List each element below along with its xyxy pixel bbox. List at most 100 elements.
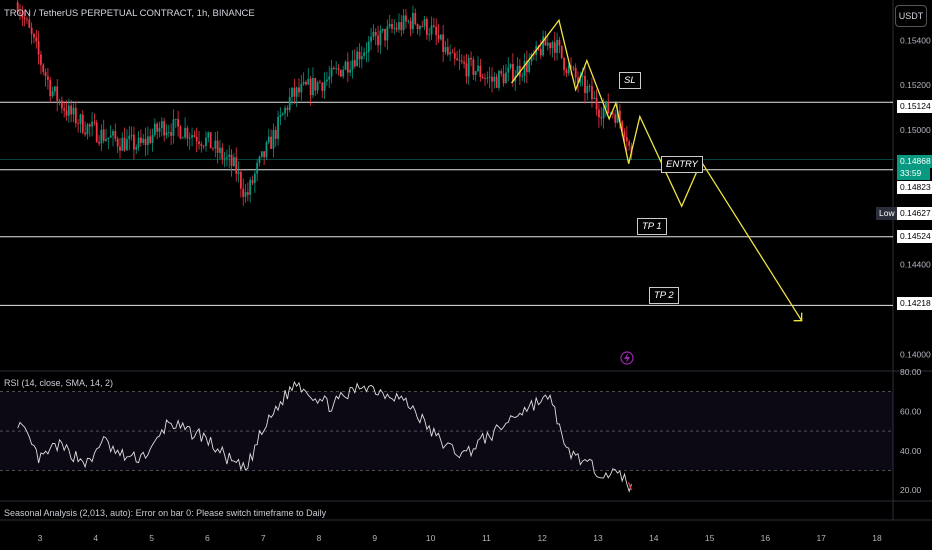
candle-body	[42, 64, 45, 72]
candle-body	[367, 41, 370, 53]
candle-body	[618, 110, 621, 122]
candle-body	[221, 147, 224, 160]
candle-body	[549, 42, 552, 49]
candle-body	[523, 60, 526, 76]
candle-body	[395, 27, 398, 30]
tp2-annotation[interactable]: TP 2	[649, 287, 679, 304]
candle-body	[377, 35, 379, 46]
candle-body	[486, 77, 489, 79]
candle-body	[191, 135, 193, 138]
candle-body	[467, 57, 470, 77]
candle-body	[244, 192, 247, 197]
candle-body	[37, 41, 40, 55]
rsi-tick-label: 20.00	[900, 485, 922, 495]
sl-annotation[interactable]: SL	[619, 72, 641, 89]
candle-body	[53, 86, 56, 92]
candle-body	[546, 42, 549, 46]
candle-body	[88, 124, 91, 127]
x-tick-label: 8	[317, 533, 322, 543]
candle-body	[470, 57, 472, 60]
lightning-icon-bolt	[624, 353, 630, 363]
candle-body	[135, 146, 138, 150]
candle-body	[81, 114, 84, 133]
x-tick-label: 11	[482, 533, 491, 543]
candle-body	[572, 67, 575, 69]
candle-body	[146, 136, 149, 145]
candle-body	[416, 24, 419, 30]
candle-body	[328, 76, 331, 80]
candle-body	[611, 112, 614, 115]
candle-body	[402, 15, 405, 31]
candle-body	[86, 124, 89, 135]
candle-body	[507, 67, 510, 73]
candle-body	[500, 71, 503, 74]
candle-body	[444, 47, 447, 52]
candle-body	[591, 86, 593, 100]
candle-body	[442, 34, 445, 52]
candle-body	[305, 81, 307, 85]
countdown-label: 33:59	[897, 167, 930, 180]
candle-body	[140, 137, 142, 143]
candle-body	[381, 28, 384, 31]
candle-body	[356, 51, 359, 67]
candle-body	[200, 144, 203, 146]
candle-body	[56, 86, 59, 101]
tp1-price-label: 0.14524	[897, 230, 932, 243]
low-price-label: 0.14627	[897, 207, 932, 220]
candle-body	[421, 25, 424, 27]
candle-body	[400, 22, 403, 31]
low-label: Low	[879, 208, 895, 218]
candle-body	[488, 76, 491, 78]
candle-body	[430, 25, 433, 35]
candle-body	[314, 77, 317, 91]
candle-body	[339, 70, 342, 77]
candle-body	[498, 71, 500, 88]
candle-body	[279, 115, 282, 117]
candle-body	[91, 121, 93, 127]
rsi-line	[17, 380, 632, 493]
candle-body	[423, 19, 426, 27]
candle-body	[584, 75, 586, 94]
candle-body	[223, 158, 226, 160]
candle-body	[602, 108, 605, 119]
candle-body	[84, 132, 87, 135]
x-tick-label: 6	[205, 533, 210, 543]
currency-button[interactable]: USDT	[895, 5, 927, 27]
candle-body	[544, 36, 547, 46]
candle-body	[195, 136, 198, 142]
candle-body	[165, 132, 168, 136]
candle-body	[112, 131, 114, 136]
candle-body	[302, 81, 305, 84]
candle-body	[72, 107, 75, 115]
candle-body	[151, 134, 154, 143]
candle-body	[298, 87, 300, 93]
x-tick-label: 4	[93, 533, 98, 543]
candle-body	[495, 76, 498, 88]
entry-annotation[interactable]: ENTRY	[661, 156, 703, 173]
candle-body	[95, 122, 98, 142]
x-tick-label: 16	[761, 533, 771, 543]
candle-body	[463, 61, 465, 64]
tp2-price-label: 0.14218	[897, 297, 932, 310]
rsi-title: RSI (14, close, SMA, 14, 2)	[4, 378, 114, 388]
candle-body	[228, 154, 231, 158]
candle-body	[542, 36, 545, 56]
candle-body	[553, 42, 556, 53]
candle-body	[77, 123, 80, 125]
candle-body	[337, 68, 340, 71]
tp1-annotation[interactable]: TP 1	[637, 218, 667, 235]
candle-body	[102, 129, 105, 141]
x-tick-label: 7	[261, 533, 266, 543]
candle-body	[451, 52, 454, 54]
candle-body	[60, 100, 63, 109]
candle-body	[44, 71, 47, 77]
candle-body	[579, 76, 582, 83]
candle-body	[321, 82, 324, 91]
candle-body	[256, 162, 259, 174]
candle-body	[63, 108, 66, 111]
candle-body	[628, 141, 631, 146]
candle-body	[484, 78, 486, 79]
low-tag: Low	[876, 207, 898, 220]
candle-body	[23, 17, 26, 20]
